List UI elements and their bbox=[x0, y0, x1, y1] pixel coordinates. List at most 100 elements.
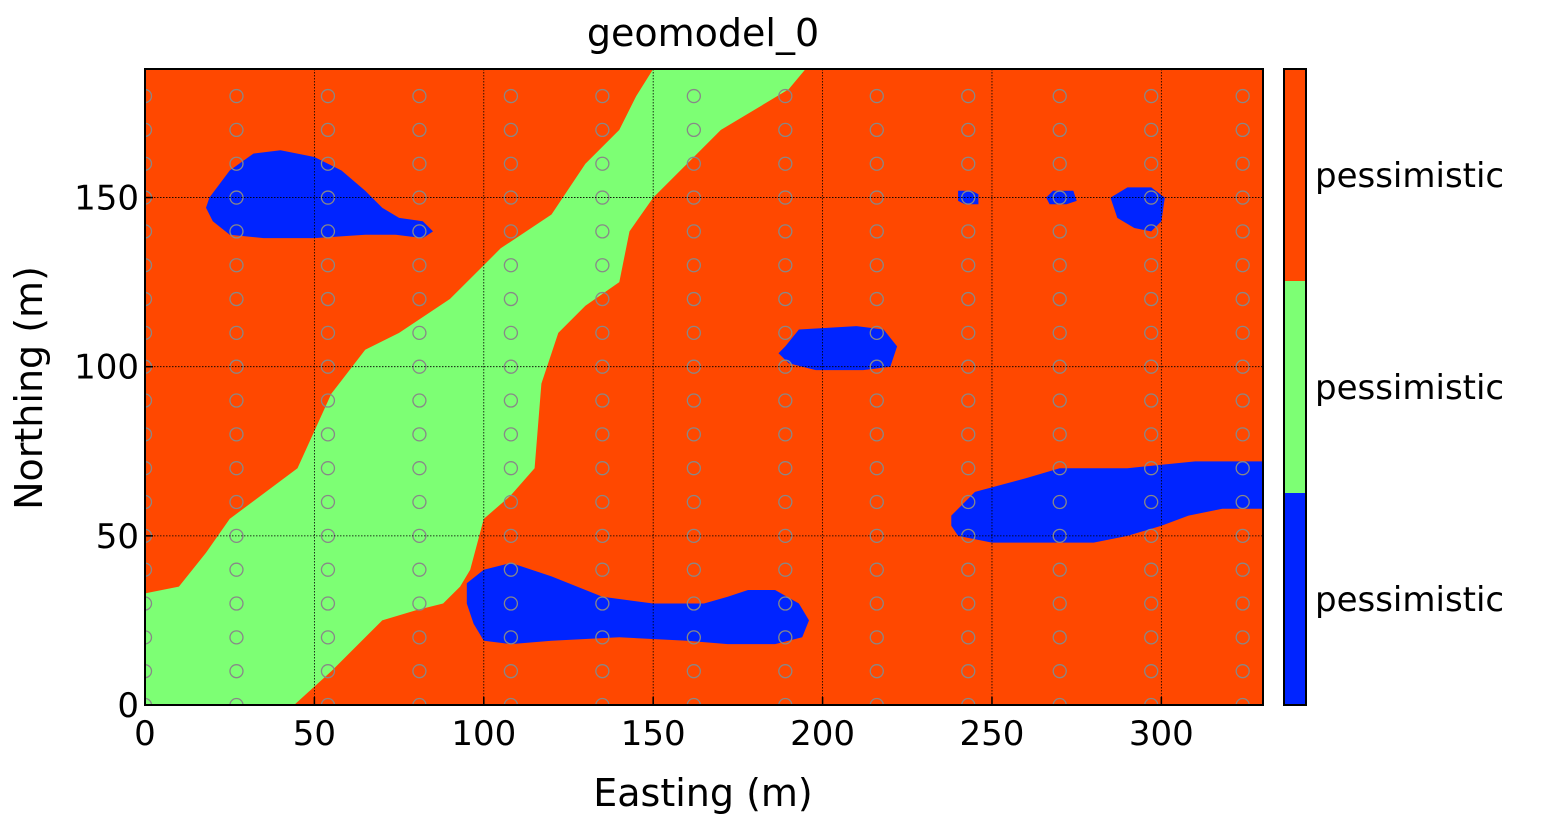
sample-marker bbox=[1052, 156, 1067, 171]
sample-marker bbox=[145, 494, 153, 510]
grid-lines bbox=[145, 69, 1263, 705]
marker-grid bbox=[145, 88, 1250, 705]
sample-marker bbox=[1235, 697, 1250, 705]
sample-marker bbox=[145, 122, 153, 138]
sample-marker bbox=[412, 494, 427, 510]
sample-marker bbox=[778, 291, 793, 307]
x-tick-label: 300 bbox=[1129, 714, 1194, 754]
sample-marker bbox=[595, 291, 610, 307]
sample-marker bbox=[595, 697, 610, 705]
sample-marker bbox=[869, 494, 884, 510]
colorbar-label: pessimistic bbox=[1315, 368, 1504, 408]
sample-marker bbox=[412, 697, 427, 705]
sample-marker bbox=[503, 630, 519, 645]
sample-marker bbox=[1144, 258, 1159, 273]
sample-marker bbox=[229, 664, 244, 679]
x-axis-ticks: 0 50 100 150 200 250 300 bbox=[134, 697, 1194, 754]
colorbar-label: pessimistic bbox=[1315, 580, 1504, 620]
sample-marker bbox=[229, 156, 244, 171]
sample-marker bbox=[595, 325, 610, 341]
sample-marker bbox=[961, 291, 976, 307]
sample-marker bbox=[686, 630, 701, 645]
sample-marker bbox=[778, 664, 793, 679]
sample-marker bbox=[1144, 224, 1159, 239]
sample-marker bbox=[1052, 224, 1067, 239]
sample-marker bbox=[1144, 393, 1159, 408]
sample-marker bbox=[869, 291, 884, 307]
body-region-3 bbox=[466, 562, 809, 645]
sample-marker bbox=[145, 461, 153, 476]
sample-marker bbox=[229, 596, 244, 611]
sample-marker bbox=[1235, 427, 1250, 442]
sample-marker bbox=[412, 325, 427, 341]
sample-marker bbox=[778, 562, 793, 577]
sample-marker bbox=[595, 122, 610, 138]
sample-marker bbox=[412, 664, 427, 679]
sample-marker bbox=[1144, 427, 1159, 442]
sample-marker bbox=[229, 494, 244, 510]
sample-marker bbox=[961, 156, 976, 171]
sample-marker bbox=[1144, 697, 1159, 705]
colorbar-swatch bbox=[1284, 493, 1306, 705]
sample-marker bbox=[1052, 325, 1067, 341]
sample-marker bbox=[503, 325, 519, 341]
sample-marker bbox=[1235, 596, 1250, 611]
sample-marker bbox=[503, 461, 519, 476]
sample-marker bbox=[229, 427, 244, 442]
sample-marker bbox=[145, 291, 153, 307]
sample-marker bbox=[503, 88, 519, 104]
sample-marker bbox=[145, 88, 153, 104]
sample-marker bbox=[1144, 461, 1159, 476]
body-region-4 bbox=[951, 461, 1263, 543]
sample-marker bbox=[961, 88, 976, 104]
sample-marker bbox=[320, 156, 336, 171]
sample-marker bbox=[229, 461, 244, 476]
sample-marker bbox=[869, 562, 884, 577]
sample-marker bbox=[961, 596, 976, 611]
sample-marker bbox=[686, 494, 701, 510]
sample-marker bbox=[503, 224, 519, 239]
sample-marker bbox=[595, 427, 610, 442]
chart-title: geomodel_0 bbox=[587, 11, 819, 55]
sample-marker bbox=[686, 88, 701, 104]
sample-marker bbox=[869, 156, 884, 171]
sample-marker bbox=[412, 258, 427, 273]
sample-marker bbox=[1235, 630, 1250, 645]
sample-marker bbox=[778, 122, 793, 138]
plot-area bbox=[144, 68, 1264, 706]
sample-marker bbox=[145, 427, 153, 442]
sample-marker bbox=[1235, 291, 1250, 307]
sample-marker bbox=[686, 461, 701, 476]
sample-marker bbox=[1052, 596, 1067, 611]
sample-marker bbox=[686, 664, 701, 679]
y-tick-label: 150 bbox=[74, 179, 139, 219]
x-tick-label: 250 bbox=[960, 714, 1025, 754]
sample-marker bbox=[320, 664, 336, 679]
sample-marker bbox=[503, 596, 519, 611]
sample-marker bbox=[412, 291, 427, 307]
sample-marker bbox=[1144, 630, 1159, 645]
y-axis-label: Northing (m) bbox=[7, 266, 51, 510]
sample-marker bbox=[778, 427, 793, 442]
sample-marker bbox=[412, 427, 427, 442]
sample-marker bbox=[412, 88, 427, 104]
sample-marker bbox=[503, 664, 519, 679]
sample-marker bbox=[1235, 562, 1250, 577]
sample-marker bbox=[778, 494, 793, 510]
sample-marker bbox=[1052, 122, 1067, 138]
sample-marker bbox=[503, 494, 519, 510]
body-region-1 bbox=[206, 150, 433, 239]
sample-marker bbox=[778, 630, 793, 645]
sample-marker bbox=[1144, 664, 1159, 679]
sample-marker bbox=[778, 88, 793, 104]
sample-marker bbox=[229, 224, 244, 239]
sample-marker bbox=[1144, 562, 1159, 577]
sample-marker bbox=[869, 258, 884, 273]
sample-marker bbox=[145, 393, 153, 408]
sample-marker bbox=[1144, 122, 1159, 138]
sample-marker bbox=[778, 461, 793, 476]
x-tick-label: 0 bbox=[134, 714, 156, 754]
sample-marker bbox=[145, 258, 153, 273]
sample-marker bbox=[145, 664, 153, 679]
sample-marker bbox=[229, 325, 244, 341]
